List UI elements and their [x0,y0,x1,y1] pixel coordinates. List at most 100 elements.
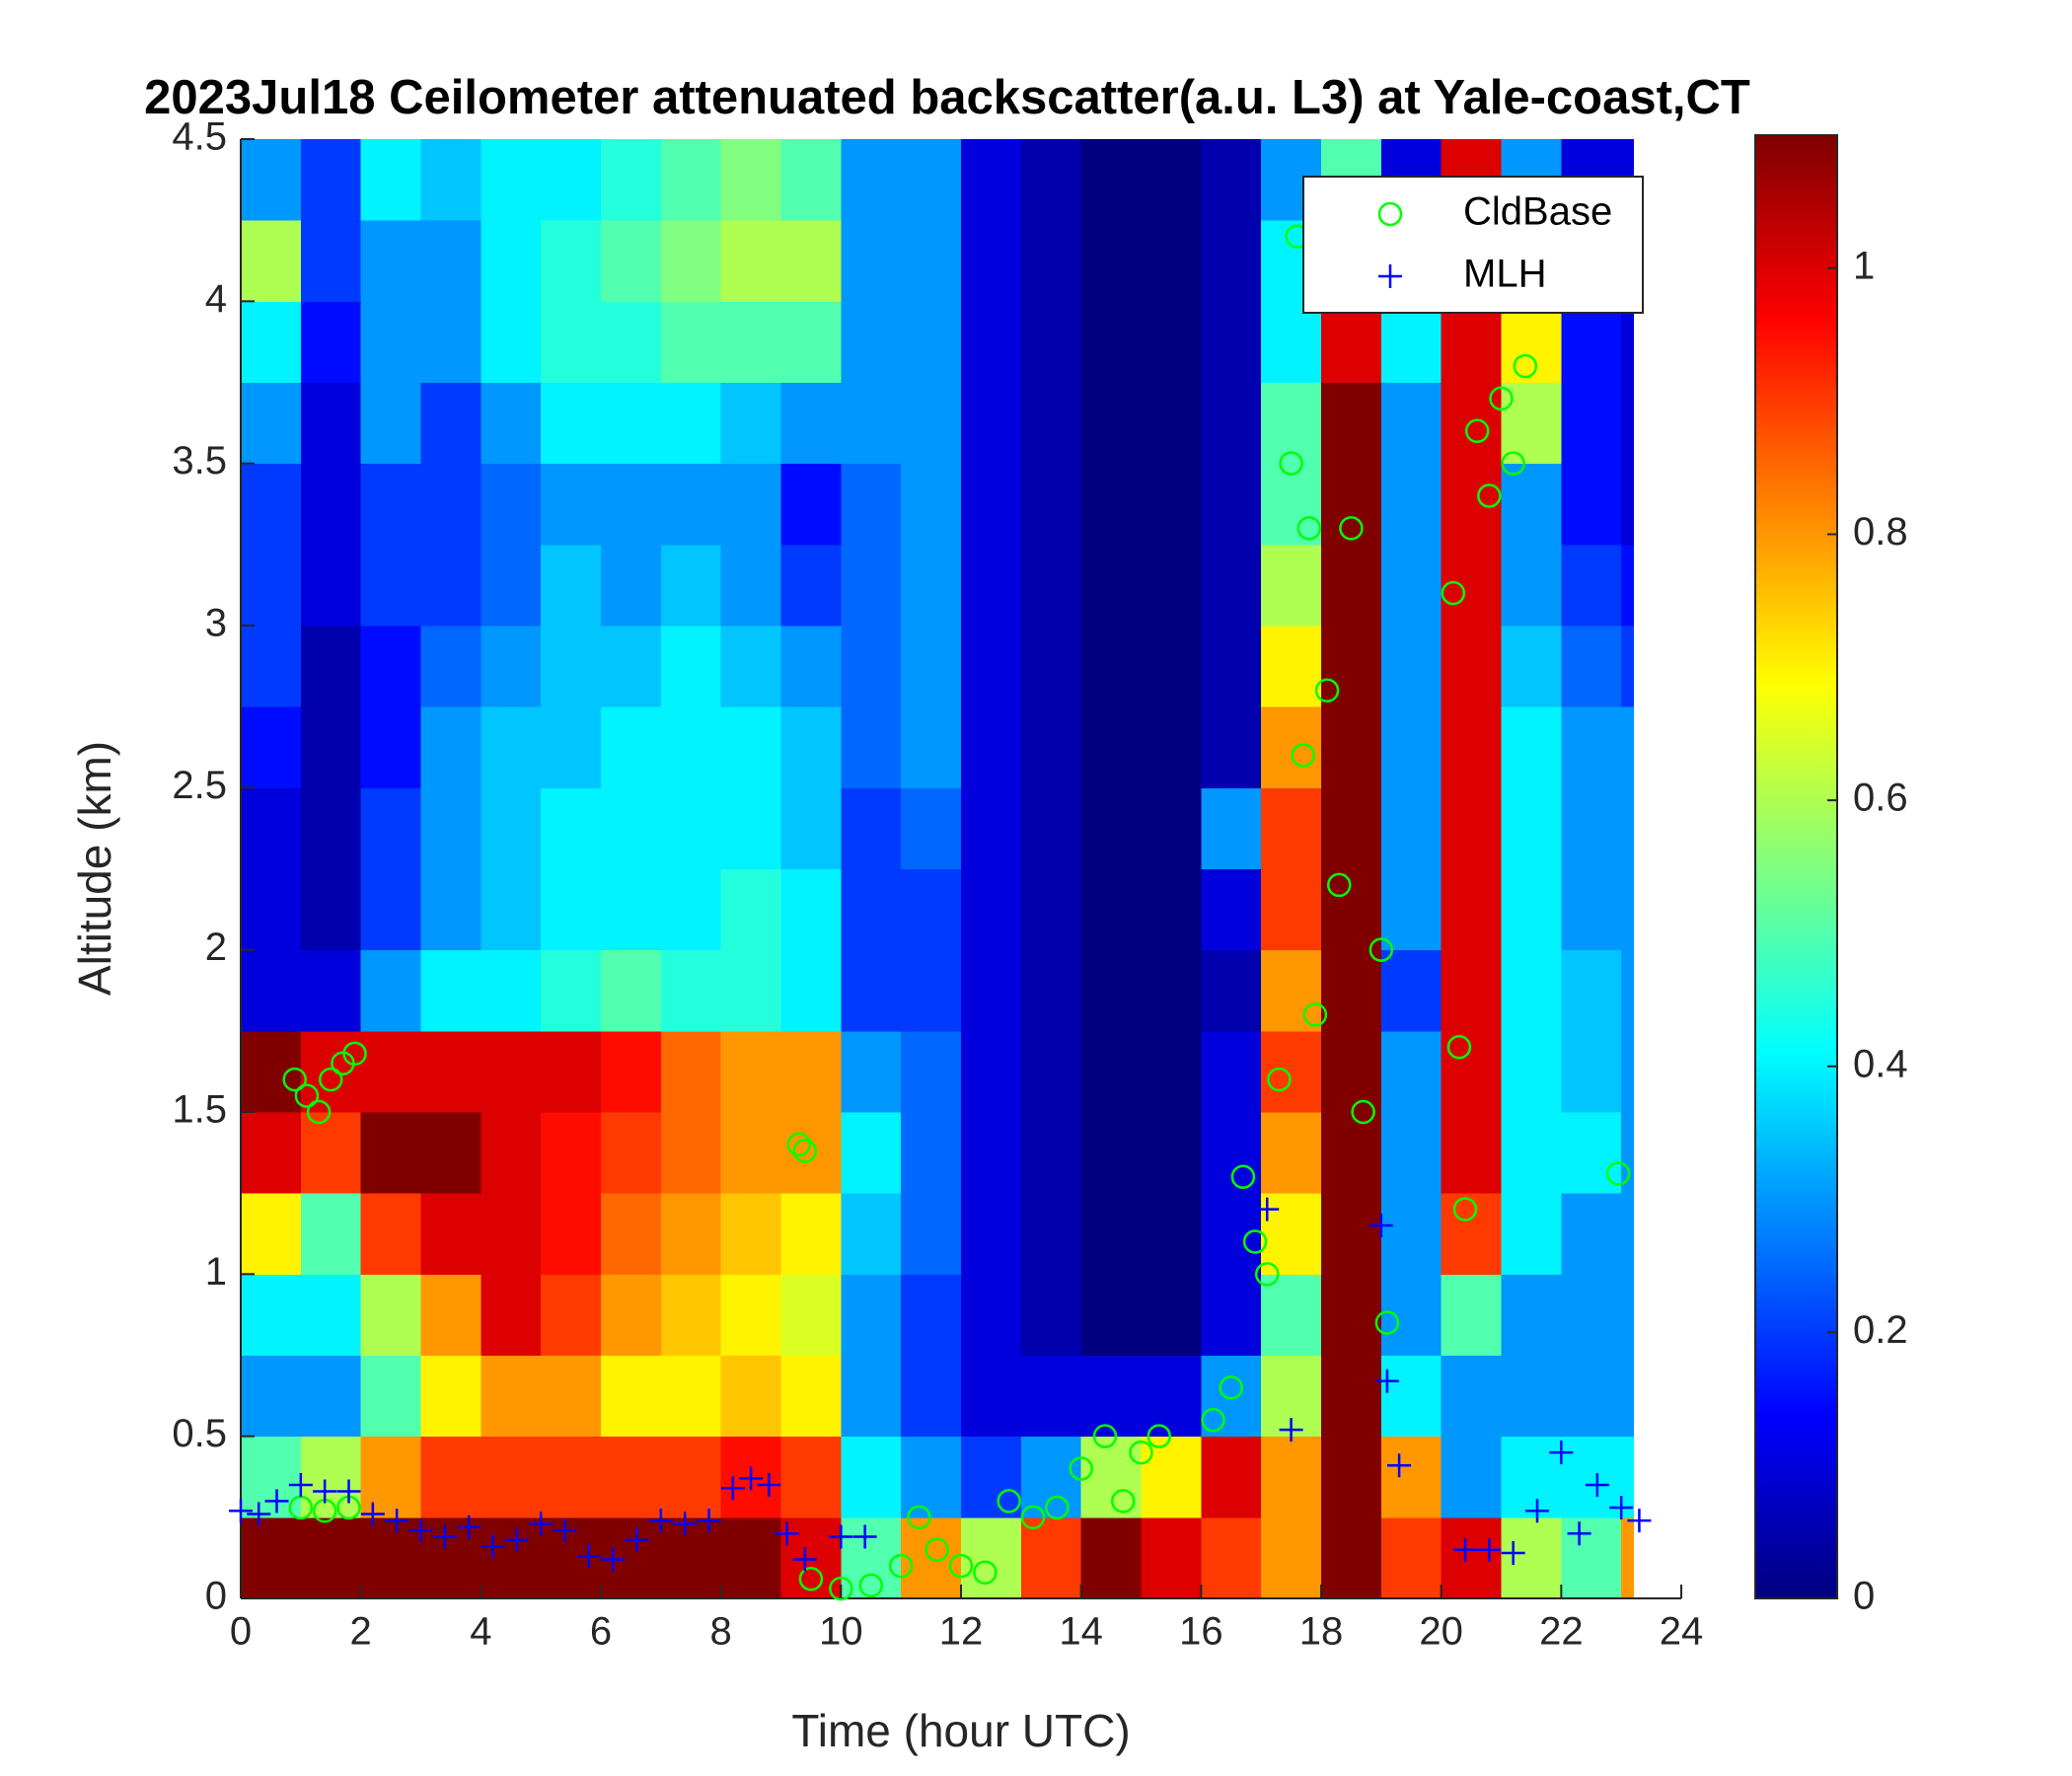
heatmap-cell [300,787,362,869]
cldbase-marker [1279,451,1303,476]
heatmap-cell [660,382,722,465]
heatmap-cell [1380,1517,1443,1599]
x-tick-label: 8 [710,1610,732,1654]
heatmap-cell [780,1274,842,1356]
heatmap-cell [841,301,902,383]
heatmap-cell [1080,1193,1142,1275]
heatmap-cell [780,949,842,1032]
y-tick-label: 1 [205,1250,227,1294]
heatmap-cell [901,1193,962,1275]
heatmap-cell [961,706,1022,788]
heatmap-cell [1321,1274,1382,1356]
heatmap-cell [1141,220,1202,302]
heatmap-cell [1321,1030,1382,1113]
heatmap-cell [1501,463,1562,546]
heatmap-cell [541,1355,602,1438]
heatmap-cell [1561,301,1622,383]
heatmap-cell [1080,706,1142,788]
heatmap-cell [1380,463,1443,546]
heatmap-cell [841,1436,902,1518]
heatmap-cell [720,706,781,788]
heatmap-cell [1501,1274,1562,1356]
x-tick-label: 0 [230,1610,252,1654]
cldbase-marker [997,1489,1021,1514]
cldbase-marker [1296,516,1322,541]
heatmap-cell [901,220,962,302]
x-tick-label: 20 [1419,1610,1463,1654]
heatmap-cell [541,1436,602,1518]
heatmap-cell [841,382,902,465]
heatmap-cell [1141,544,1202,627]
heatmap-cell [901,1355,962,1438]
heatmap-cell [660,301,722,383]
mlh-marker [625,1527,649,1552]
cldbase-marker [1441,580,1466,606]
heatmap-cell [780,139,842,221]
heatmap-cell [841,1112,902,1194]
heatmap-cell [420,139,481,221]
heatmap-cell [780,301,842,383]
heatmap-cell [660,139,722,221]
heatmap-cell [1201,1355,1262,1438]
x-tick-label: 12 [939,1610,984,1654]
heatmap-cell [241,301,302,383]
y-tick-label: 1.5 [172,1088,227,1132]
heatmap-cell [660,626,722,707]
mlh-marker [1585,1472,1609,1497]
heatmap-cell [841,463,902,546]
heatmap-cell [300,1355,362,1438]
heatmap-cell [660,1030,722,1113]
heatmap-cell [300,706,362,788]
mlh-marker [264,1489,289,1514]
heatmap-cell [601,220,662,302]
heatmap-cell [1321,382,1382,465]
cldbase-marker [1314,678,1340,703]
heatmap-cell [660,1517,722,1599]
heatmap-cell [1261,1193,1322,1275]
mlh-marker [739,1466,764,1491]
heatmap-cell [1080,301,1142,383]
heatmap-cell [1201,463,1262,546]
heatmap-cell [1261,706,1322,788]
heatmap-cell [420,787,481,869]
heatmap-cell [1201,706,1262,788]
heatmap-cell [1501,626,1562,707]
heatmap-cell [720,1517,781,1599]
x-tick-label: 10 [819,1610,863,1654]
heatmap-cell [241,139,302,221]
heatmap-cell [720,463,781,546]
heatmap-cell [1501,1355,1562,1438]
y-tick-label: 4 [205,277,227,321]
heatmap-cell [601,139,662,221]
heatmap-cell [481,382,542,465]
heatmap-cell [1201,544,1262,627]
heatmap-cell [601,382,662,465]
heatmap-cell [601,1436,662,1518]
heatmap-cell [1201,1112,1262,1194]
heatmap-cell [541,706,602,788]
heatmap-cell [1020,1436,1082,1518]
heatmap-cell [1441,626,1502,707]
heatmap-cell [1141,382,1202,465]
heatmap-cell [961,626,1022,707]
heatmap-cell [1441,706,1502,788]
heatmap-cell [541,220,602,302]
heatmap-cell [481,1517,542,1599]
heatmap-cell [360,382,421,465]
heatmap-cell [241,1274,302,1356]
heatmap-cell [1141,1355,1202,1438]
heatmap-cell [901,1274,962,1356]
heatmap-cell [1020,1274,1082,1356]
heatmap-cell [481,544,542,627]
heatmap-cell [241,220,302,302]
heatmap-cell [360,220,421,302]
heatmap-cell [241,544,302,627]
heatmap-cell [1380,787,1443,869]
heatmap-cell [1321,706,1382,788]
heatmap-cell [1441,1030,1502,1113]
heatmap-cell [541,1112,602,1194]
heatmap-cell [1621,544,1634,627]
cldbase-marker [1464,418,1490,444]
cldbase-marker [1045,1495,1070,1520]
